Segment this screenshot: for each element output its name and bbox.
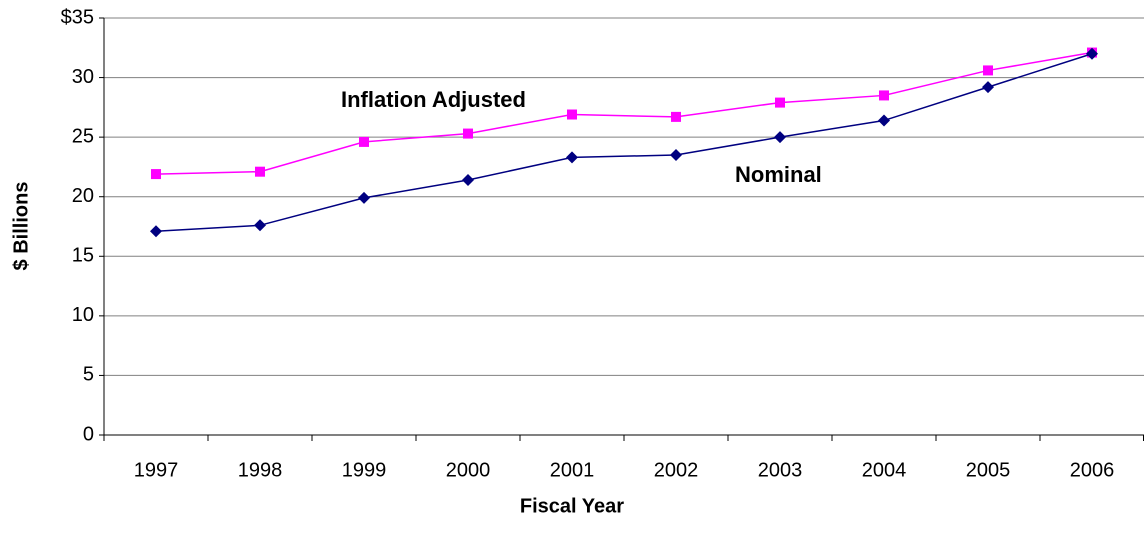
x-tick-label: 2006 [1070, 459, 1115, 481]
x-tick-label: 1997 [134, 459, 179, 481]
marker [359, 136, 369, 147]
marker [567, 109, 577, 120]
x-tick-label: 1998 [238, 459, 283, 481]
marker [151, 169, 161, 180]
series-line [155, 53, 1093, 233]
x-tick-label: 2001 [550, 459, 595, 481]
marker [983, 65, 993, 76]
marker [566, 151, 578, 164]
y-axis-title: $ Billions [10, 182, 32, 271]
y-tick-label: 0 [83, 423, 94, 445]
marker [358, 191, 370, 204]
x-tick-label: 2005 [966, 459, 1011, 481]
y-tick-label: 10 [72, 304, 94, 326]
marker [671, 111, 681, 122]
x-tick-label: 2004 [862, 459, 907, 481]
series-label: Inflation Adjusted [341, 87, 526, 112]
y-tick-label: $35 [61, 6, 94, 28]
marker [774, 131, 786, 144]
x-tick-label: 2000 [446, 459, 491, 481]
series-label: Nominal [735, 162, 822, 187]
y-tick-label: 25 [72, 125, 94, 147]
marker [254, 219, 266, 232]
y-tick-label: 15 [72, 245, 94, 267]
marker [878, 114, 890, 127]
marker [670, 149, 682, 162]
series-line [155, 51, 1093, 175]
marker [982, 81, 994, 94]
marker [775, 97, 785, 108]
y-tick-label: 30 [72, 66, 94, 88]
y-tick-label: 5 [83, 364, 94, 386]
x-axis-title: Fiscal Year [520, 495, 624, 517]
marker [879, 90, 889, 101]
marker [462, 174, 474, 187]
x-tick-label: 2003 [758, 459, 803, 481]
x-tick-label: 1999 [342, 459, 387, 481]
x-tick-label: 2002 [654, 459, 699, 481]
y-tick-label: 20 [72, 185, 94, 207]
marker [255, 166, 265, 177]
marker [463, 128, 473, 139]
marker [1086, 47, 1098, 60]
marker [150, 225, 162, 238]
